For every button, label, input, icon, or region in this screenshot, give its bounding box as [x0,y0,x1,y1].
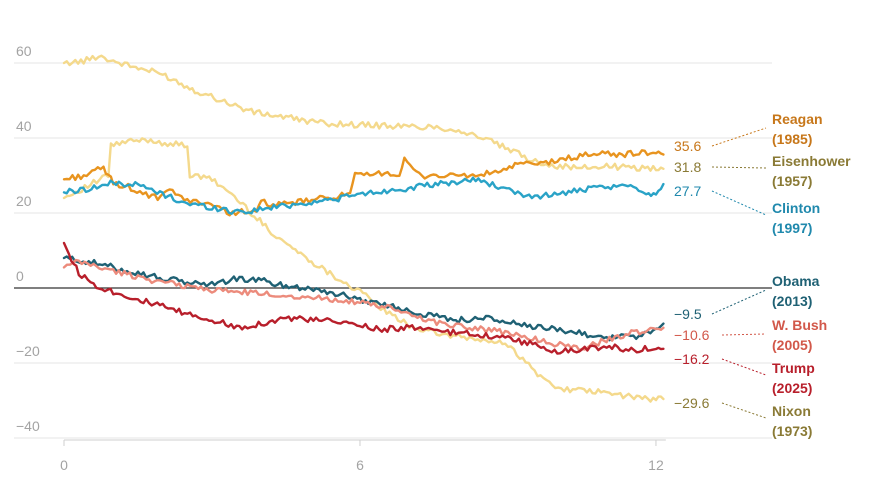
series-name-trump: Trump [772,360,815,376]
end-value-reagan: 35.6 [674,138,701,154]
annotations: 31.8 Eisenhower (1957) −29.6 Nixon (1973) 35.6… [674,111,851,439]
series-name-reagan: Reagan [772,111,823,127]
end-value-bush: −10.6 [674,327,710,343]
series-line-eisenhower [62,54,665,172]
leader-line-nixon [721,402,767,419]
x-tick-label: 12 [648,457,664,473]
y-tick-label: 20 [16,193,32,209]
series-name-obama: Obama [772,273,820,289]
series-name-nixon: Nixon [772,403,811,419]
series-name-bush: W. Bush [772,317,827,333]
x-tick-label: 0 [60,457,68,473]
series-line-trump [62,241,665,355]
end-value-nixon: −29.6 [674,395,710,411]
end-value-clinton: 27.7 [674,183,701,199]
series-year-eisenhower: (1957) [772,173,812,189]
series-year-obama: (2013) [772,293,812,309]
series-name-eisenhower: Eisenhower [772,153,851,169]
series-year-clinton: (1997) [772,220,812,236]
series-year-bush: (2005) [772,337,812,353]
leader-line-bush [721,333,767,336]
leader-line-trump [721,358,767,376]
end-value-eisenhower: 31.8 [674,159,701,175]
leader-line-eisenhower [711,166,767,169]
y-tick-label: 60 [16,43,32,59]
series-lines [62,54,665,403]
end-value-obama: −9.5 [674,306,702,322]
series-year-trump: (2025) [772,380,812,396]
series-line-nixon [62,137,665,403]
grid: 60 40 20 0 −20 −40 0 6 12 [14,43,772,473]
y-tick-label: −20 [16,343,40,359]
leader-line-reagan [711,127,767,147]
y-tick-label: 40 [16,118,32,134]
leader-line-obama [711,289,767,315]
y-tick-label: 0 [16,268,24,284]
leader-line-clinton [711,190,767,216]
series-name-clinton: Clinton [772,200,820,216]
series-line-reagan [62,149,665,217]
end-value-trump: −16.2 [674,351,710,367]
series-year-nixon: (1973) [772,423,812,439]
y-tick-label: −40 [16,418,40,434]
series-year-reagan: (1985) [772,131,812,147]
series-line-bush [62,258,665,352]
x-tick-label: 6 [356,457,364,473]
series-line-clinton [62,176,665,215]
